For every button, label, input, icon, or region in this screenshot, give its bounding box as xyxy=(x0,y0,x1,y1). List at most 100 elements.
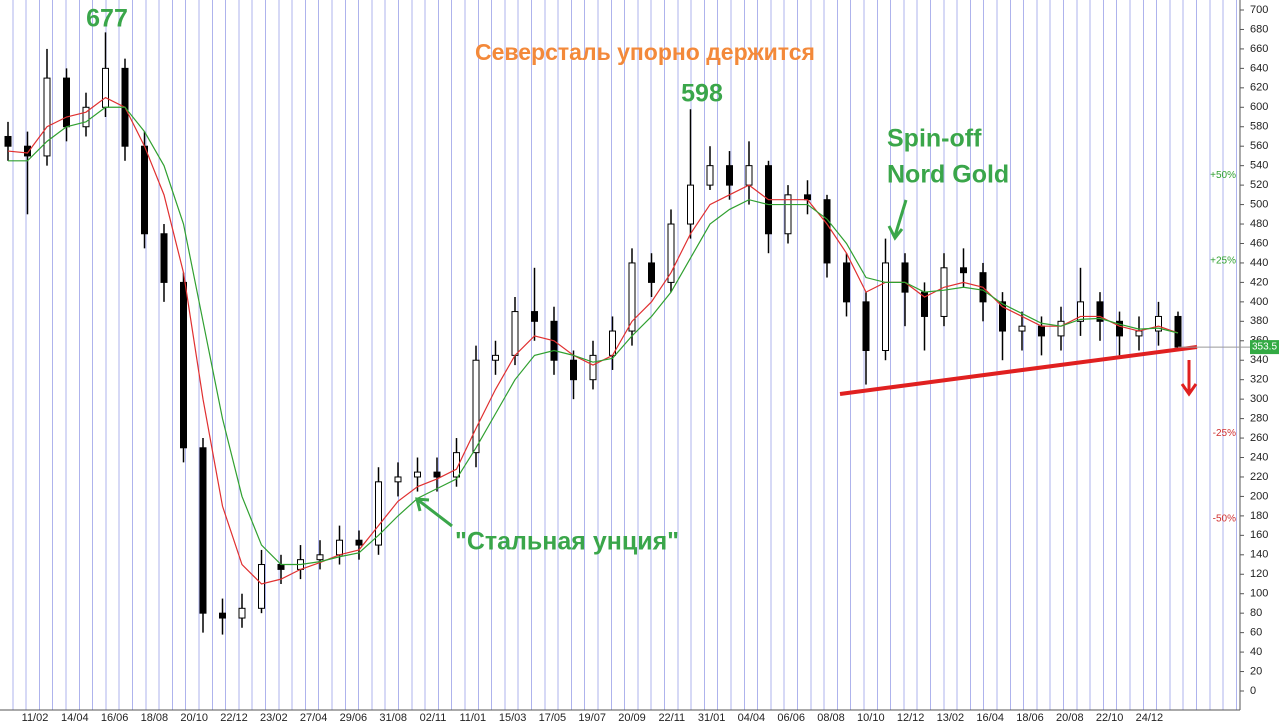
candle-body xyxy=(355,539,363,546)
y-tick-label: 700 xyxy=(1250,4,1268,16)
candle-body xyxy=(1018,325,1026,332)
candle-body xyxy=(706,165,714,186)
x-tick-label: 31/08 xyxy=(379,712,407,724)
annotation: Spin-off xyxy=(887,125,982,153)
y-tick-label: 600 xyxy=(1250,101,1268,113)
x-tick-label: 11/02 xyxy=(22,712,49,724)
candle-body xyxy=(570,359,577,381)
x-tick-label: 27/04 xyxy=(300,712,328,724)
x-tick-label: 15/03 xyxy=(499,712,527,724)
candle-body xyxy=(1096,301,1104,322)
vertical-grid xyxy=(0,0,1240,710)
candle-body xyxy=(745,165,753,186)
candle-body xyxy=(726,165,733,186)
candle-body xyxy=(511,311,519,356)
candle-body xyxy=(1038,325,1045,337)
x-tick-label: 20/09 xyxy=(618,712,646,724)
candle-body xyxy=(901,262,909,293)
candle-body xyxy=(82,106,90,128)
annotation: "Стальная унция" xyxy=(455,528,679,556)
candle-body xyxy=(336,539,343,556)
candle-body xyxy=(882,262,889,352)
x-tick-label: 10/10 xyxy=(857,712,885,724)
candle-body xyxy=(160,233,168,283)
arrow xyxy=(887,199,908,241)
moving-average xyxy=(8,106,1179,566)
y-tick-label: 160 xyxy=(1250,529,1268,541)
y-tick-label: 220 xyxy=(1250,471,1268,483)
candle-body xyxy=(940,267,948,317)
down-arrow xyxy=(1180,360,1198,397)
candle-body xyxy=(316,554,324,561)
x-tick-label: 18/08 xyxy=(141,712,169,724)
y-tick-label: 100 xyxy=(1250,588,1268,600)
candle-body xyxy=(1155,315,1162,332)
x-tick-label: 16/04 xyxy=(976,712,1004,724)
candle-body xyxy=(453,452,460,478)
candle-body xyxy=(648,262,655,283)
x-tick-label: 20/08 xyxy=(1056,712,1084,724)
candle-body xyxy=(433,471,441,478)
y-tick-label: 660 xyxy=(1250,43,1268,55)
marks xyxy=(4,32,1182,635)
percent-level: +25% xyxy=(1210,256,1236,267)
y-tick-label: 40 xyxy=(1250,646,1262,658)
y-tick-label: 620 xyxy=(1250,82,1268,94)
x-tick-label: 22/12 xyxy=(220,712,248,724)
last-price-label: 353.5 xyxy=(1252,342,1277,353)
chart-title: Северсталь упорно держится xyxy=(475,39,815,65)
candle-body xyxy=(960,267,967,274)
y-tick-label: 180 xyxy=(1250,510,1268,522)
y-tick-label: 580 xyxy=(1250,121,1268,133)
y-tick-label: 60 xyxy=(1250,627,1262,639)
x-tick-label: 19/07 xyxy=(578,712,606,724)
last-price-box xyxy=(1250,340,1279,355)
y-tick-label: 380 xyxy=(1250,315,1268,327)
percent-level: -25% xyxy=(1213,428,1236,439)
x-tick-label: 13/02 xyxy=(937,712,965,724)
support-line xyxy=(839,345,1198,396)
candle-body xyxy=(180,281,187,449)
y-tick-label: 440 xyxy=(1250,257,1268,269)
y-tick-label: 80 xyxy=(1250,607,1262,619)
candle-body xyxy=(823,199,831,264)
x-tick-label: 06/06 xyxy=(777,712,805,724)
candle-body xyxy=(4,135,12,147)
y-tick-label: 340 xyxy=(1250,354,1268,366)
y-tick-label: 560 xyxy=(1250,140,1268,152)
y-tick-label: 540 xyxy=(1250,160,1268,172)
x-tick-label: 11/01 xyxy=(459,712,486,724)
peak-label: 598 xyxy=(681,80,723,108)
candle-body xyxy=(531,311,538,322)
y-tick-label: 120 xyxy=(1250,568,1268,580)
candle-body xyxy=(63,77,70,128)
candle-body xyxy=(1135,330,1143,337)
y-tick-label: 140 xyxy=(1250,549,1268,561)
x-tick-label: 17/05 xyxy=(539,712,567,724)
y-tick-label: 500 xyxy=(1250,198,1268,210)
peak-label: 677 xyxy=(86,5,128,33)
axis-panel xyxy=(0,710,1240,725)
candle-body xyxy=(219,612,226,619)
y-tick-label: 680 xyxy=(1250,23,1268,35)
y-tick-label: 400 xyxy=(1250,296,1268,308)
x-tick-label: 22/11 xyxy=(658,712,685,724)
candle-body xyxy=(667,223,675,283)
y-tick-label: 260 xyxy=(1250,432,1268,444)
y-tick-label: 460 xyxy=(1250,237,1268,249)
y-tick-label: 280 xyxy=(1250,413,1268,425)
candle-body xyxy=(199,447,207,614)
percent-level: +50% xyxy=(1210,170,1236,181)
arrow xyxy=(415,497,453,528)
candle-body xyxy=(43,77,51,157)
candle-body xyxy=(862,301,870,352)
annotation: Nord Gold xyxy=(887,161,1009,189)
candle-body xyxy=(238,607,246,619)
candle-body xyxy=(628,262,636,332)
candle-body xyxy=(687,184,694,225)
candle-body xyxy=(414,471,421,478)
y-tick-label: 200 xyxy=(1250,490,1268,502)
x-tick-label: 14/04 xyxy=(61,712,89,724)
